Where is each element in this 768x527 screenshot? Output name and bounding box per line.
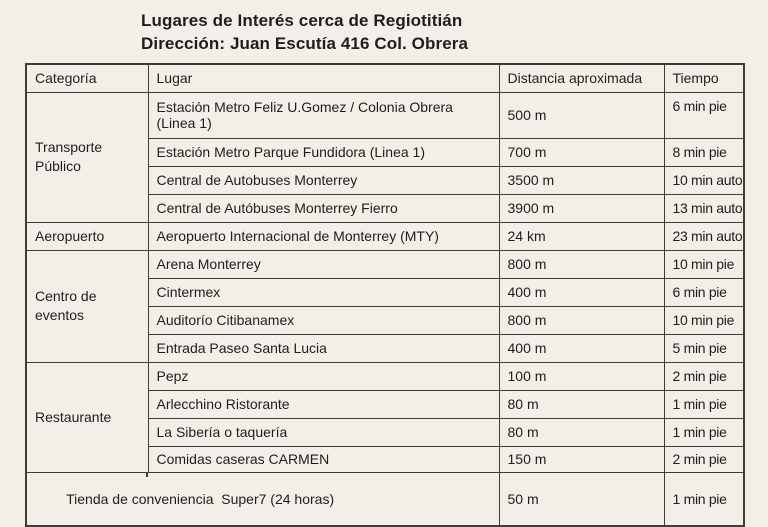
table-row: Estación Metro Parque Fundidora (Linea 1…: [26, 137, 745, 167]
distance-cell: 150 m: [498, 445, 665, 473]
distance-cell: 24 km: [498, 221, 665, 251]
place-cell: Entrada Paseo Santa Lucia: [147, 333, 500, 363]
time-cell: 10 min pie: [663, 305, 745, 335]
place-cell: Aeropuerto Internacional de Monterrey (M…: [147, 221, 500, 251]
table-row-footer: Tienda de conveniencia Super7 (24 horas)…: [25, 471, 745, 526]
place-cell: Estación Metro Parque Fundidora (Linea 1…: [147, 137, 500, 167]
time-cell: 1 min pie: [663, 417, 745, 447]
distance-cell: 800 m: [498, 249, 665, 279]
points-of-interest-table: Categoría Lugar Distancia aproximada Tie…: [25, 63, 745, 527]
header-time: Tiempo: [663, 63, 745, 93]
header-place: Lugar: [147, 63, 500, 93]
footer-label-cell: Tienda de conveniencia Super7 (24 horas): [25, 471, 500, 526]
category-transporte-publico: Transporte Público: [25, 91, 149, 223]
table-row: Transporte Público Estación Metro Feliz …: [25, 91, 745, 223]
time-cell: 13 min auto: [663, 193, 745, 223]
place-cell: Cintermex: [147, 277, 500, 307]
category-centro-de-eventos: Centro de eventos: [25, 249, 149, 363]
time-cell: 2 min pie: [663, 361, 745, 391]
time-cell: 10 min auto: [663, 165, 745, 195]
column-divider-remnant: [146, 472, 148, 477]
distance-cell: 700 m: [498, 137, 665, 167]
time-cell: 6 min pie: [663, 277, 745, 307]
time-cell: 5 min pie: [663, 333, 745, 363]
table-row: Cintermex 400 m 6 min pie: [26, 277, 745, 307]
table-row: Auditorío Citibanamex 800 m 10 min pie: [26, 305, 745, 335]
page-title-line1: Lugares de Interés cerca de Regiotitián: [141, 11, 463, 30]
table-row: Central de Autóbuses Monterrey Fierro 39…: [26, 193, 745, 223]
table-row: La Sibería o taquería 80 m 1 min pie: [26, 417, 745, 447]
time-cell: 1 min pie: [663, 471, 745, 526]
time-cell: 8 min pie: [663, 137, 745, 167]
time-cell: 2 min pie: [663, 445, 745, 473]
place-cell: Estación Metro Feliz U.Gomez / Colonia O…: [147, 91, 500, 139]
category-restaurante: Restaurante: [25, 361, 149, 473]
footer-label: Tienda de conveniencia Super7 (24 horas): [66, 490, 335, 507]
distance-cell: 400 m: [498, 333, 665, 363]
time-cell: 1 min pie: [663, 389, 745, 419]
place-cell: Central de Autóbuses Monterrey Fierro: [147, 193, 500, 223]
table-row: Restaurante Pepz 100 m 2 min pie: [25, 361, 745, 473]
distance-cell: 3900 m: [498, 193, 665, 223]
distance-cell: 50 m: [498, 471, 665, 526]
page: { "title": { "line1": "Lugares de Interé…: [25, 9, 745, 527]
table-row: Aeropuerto Aeropuerto Internacional de M…: [25, 221, 745, 251]
place-cell: La Sibería o taquería: [147, 417, 500, 447]
page-title-line2: Dirección: Juan Escutía 416 Col. Obrera: [141, 34, 469, 53]
time-cell: 6 min pie: [663, 91, 745, 139]
page-title: Lugares de Interés cerca de Regiotitián …: [141, 9, 468, 55]
table-row: Centro de eventos Arena Monterrey 800 m …: [25, 249, 745, 363]
distance-cell: 80 m: [498, 389, 665, 419]
table-row: Central de Autobuses Monterrey 3500 m 10…: [26, 165, 745, 195]
distance-cell: 100 m: [498, 361, 665, 391]
header-category: Categoría: [25, 63, 149, 93]
table-row: Arlecchino Ristorante 80 m 1 min pie: [26, 389, 745, 419]
table-row: Entrada Paseo Santa Lucia 400 m 5 min pi…: [26, 333, 745, 363]
header-row: Categoría Lugar Distancia aproximada Tie…: [25, 63, 745, 93]
time-cell: 23 min auto: [663, 221, 745, 251]
category-aeropuerto: Aeropuerto: [25, 221, 149, 251]
place-cell: Central de Autobuses Monterrey: [147, 165, 500, 195]
header-distance: Distancia aproximada: [498, 63, 665, 93]
time-cell: 10 min pie: [663, 249, 745, 279]
table-row: Comidas caseras CARMEN 150 m 2 min pie: [26, 445, 745, 473]
distance-cell: 3500 m: [498, 165, 665, 195]
place-cell: Pepz: [147, 361, 500, 391]
distance-cell: 80 m: [498, 417, 665, 447]
distance-cell: 400 m: [498, 277, 665, 307]
distance-cell: 500 m: [498, 91, 665, 139]
place-cell: Arena Monterrey: [147, 249, 500, 279]
place-cell: Comidas caseras CARMEN: [147, 445, 500, 473]
place-cell: Arlecchino Ristorante: [147, 389, 500, 419]
place-cell: Auditorío Citibanamex: [147, 305, 500, 335]
distance-cell: 800 m: [498, 305, 665, 335]
